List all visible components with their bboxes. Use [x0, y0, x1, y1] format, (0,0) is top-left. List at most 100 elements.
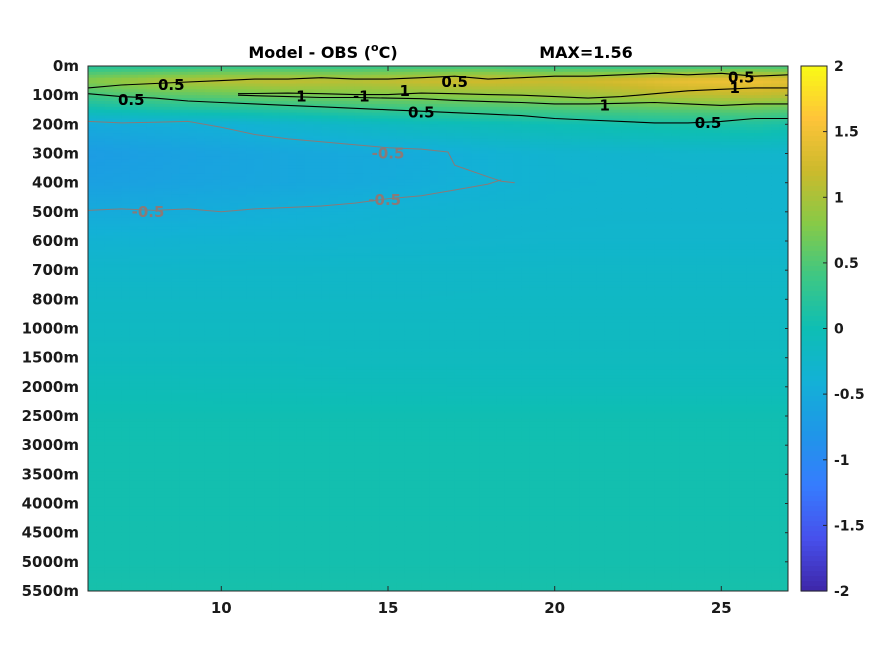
heatmap-cell	[754, 226, 764, 230]
heatmap-cell	[221, 80, 231, 85]
heatmap-cell	[488, 115, 497, 120]
heatmap-cell	[146, 115, 156, 120]
heatmap-cell	[688, 220, 697, 225]
heatmap-cell	[163, 153, 172, 158]
heatmap-cell	[579, 153, 589, 158]
heatmap-cell	[263, 223, 272, 228]
heatmap-cell	[713, 208, 722, 213]
heatmap-cell	[604, 133, 614, 137]
heatmap-cell	[713, 92, 722, 96]
heatmap-cell	[438, 159, 447, 163]
heatmap-cell	[354, 200, 364, 204]
heatmap-cell	[129, 150, 139, 155]
heatmap-cell	[121, 165, 131, 169]
heatmap-cell	[471, 138, 481, 143]
heatmap-cell	[329, 83, 339, 88]
heatmap-cell	[113, 86, 122, 90]
heatmap-cell	[221, 153, 231, 158]
heatmap-cell	[421, 115, 431, 120]
heatmap-cell	[638, 92, 647, 96]
heatmap-cell	[321, 68, 331, 73]
heatmap-cell	[213, 232, 222, 236]
heatmap-cell	[254, 92, 264, 96]
heatmap-cell	[238, 159, 247, 163]
heatmap-cell	[496, 173, 506, 178]
heatmap-cell	[754, 106, 764, 111]
heatmap-cell	[646, 168, 656, 172]
heatmap-cell	[663, 130, 672, 134]
heatmap-cell	[446, 153, 456, 158]
heatmap-cell	[513, 138, 522, 143]
heatmap-cell	[713, 89, 722, 93]
heatmap-cell	[379, 127, 389, 131]
heatmap-cell	[429, 80, 439, 85]
heatmap-cell	[188, 144, 197, 149]
heatmap-cell	[246, 173, 256, 178]
heatmap-cell	[88, 156, 97, 160]
heatmap-cell	[363, 194, 372, 198]
heatmap-cell	[146, 223, 156, 228]
heatmap-cell	[96, 101, 106, 105]
heatmap-cell	[363, 211, 372, 216]
heatmap-cell	[229, 232, 239, 236]
heatmap-cell	[154, 66, 164, 70]
heatmap-cell	[646, 86, 656, 90]
heatmap-cell	[521, 179, 531, 184]
heatmap-cell	[579, 171, 589, 175]
heatmap-cell	[121, 106, 131, 111]
heatmap-cell	[421, 103, 431, 108]
heatmap-cell	[346, 159, 356, 163]
heatmap-cell	[754, 141, 764, 146]
heatmap-cell	[229, 77, 239, 82]
heatmap-cell	[454, 127, 464, 131]
heatmap-cell	[604, 80, 614, 85]
heatmap-cell	[729, 162, 739, 166]
heatmap-cell	[729, 103, 739, 108]
heatmap-cell	[154, 77, 164, 82]
heatmap-cell	[754, 191, 764, 195]
heatmap-cell	[196, 144, 206, 149]
heatmap-cell	[104, 77, 114, 82]
heatmap-cell	[471, 185, 481, 190]
heatmap-cell	[363, 220, 372, 225]
heatmap-cell	[271, 194, 281, 198]
heatmap-cell	[296, 144, 306, 149]
heatmap-cell	[554, 115, 564, 120]
heatmap-cell	[671, 171, 681, 175]
heatmap-cell	[113, 214, 122, 219]
heatmap-cell	[779, 153, 788, 158]
heatmap-cell	[571, 118, 581, 123]
heatmap-cell	[571, 226, 581, 230]
heatmap-cell	[596, 68, 606, 73]
heatmap-cell	[354, 130, 364, 134]
heatmap-cell	[596, 127, 606, 131]
heatmap-cell	[654, 74, 664, 79]
heatmap-cell	[429, 133, 439, 137]
heatmap-cell	[438, 144, 447, 149]
heatmap-cell	[729, 229, 739, 233]
heatmap-cell	[704, 95, 714, 99]
heatmap-cell	[621, 229, 631, 233]
heatmap-cell	[388, 211, 397, 216]
heatmap-cell	[413, 127, 422, 131]
heatmap-cell	[329, 153, 339, 158]
heatmap-cell	[238, 226, 247, 230]
heatmap-cell	[588, 188, 597, 193]
heatmap-cell	[379, 83, 389, 88]
heatmap-cell	[563, 153, 572, 158]
heatmap-cell	[529, 121, 539, 125]
heatmap-cell	[713, 141, 722, 146]
heatmap-cell	[238, 173, 247, 178]
heatmap-cell	[746, 200, 756, 204]
heatmap-cell	[446, 68, 456, 73]
heatmap-cell	[221, 74, 231, 79]
heatmap-cell	[413, 208, 422, 213]
heatmap-cell	[563, 200, 572, 204]
heatmap-cell	[704, 173, 714, 178]
heatmap-cell	[579, 95, 589, 99]
heatmap-cell	[771, 89, 781, 93]
heatmap-cell	[304, 68, 314, 73]
heatmap-cell	[404, 211, 414, 216]
heatmap-cell	[663, 106, 672, 111]
heatmap-cell	[713, 136, 722, 140]
